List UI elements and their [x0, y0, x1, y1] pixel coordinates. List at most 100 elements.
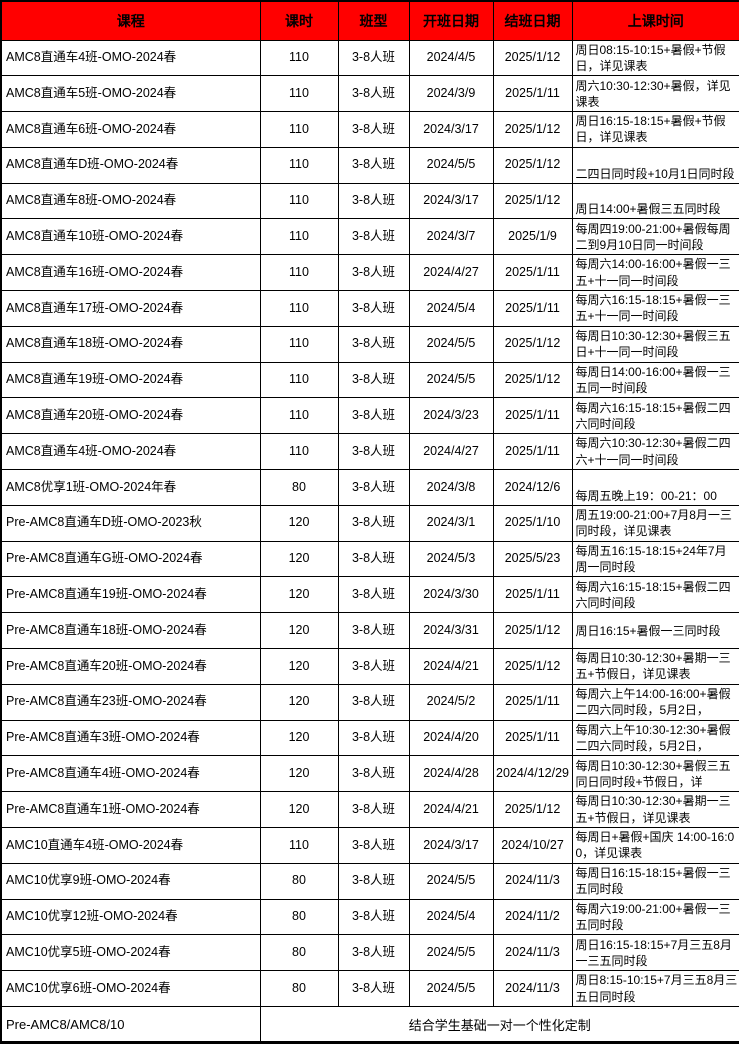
start-date-cell: 2024/4/5: [408, 39, 494, 77]
hours-cell: 120: [259, 576, 339, 614]
end-date-cell: 2024/12/6: [492, 469, 573, 506]
schedule-cell: 每周日+暑假+国庆 14:00-16:00，详见课表: [571, 827, 739, 864]
schedule-cell: 周五19:00-21:00+7月8月一三同时段，详见课表: [571, 504, 739, 542]
course-cell: AMC8直通车5班-OMO-2024春: [0, 75, 261, 113]
hours-cell: 110: [259, 182, 339, 220]
hours-cell: 110: [259, 325, 339, 363]
start-date-cell: 2024/5/5: [408, 325, 494, 363]
footer-note: 结合学生基础一对一个性化定制: [259, 1006, 739, 1044]
course-cell: Pre-AMC8直通车3班-OMO-2024春: [0, 719, 261, 757]
schedule-cell: 每周四19:00-21:00+暑假每周二到9月10日同一时间段: [571, 218, 739, 256]
end-date-cell: 2025/1/10: [492, 504, 573, 542]
end-date-cell: 2025/1/11: [492, 433, 573, 471]
start-date-cell: 2024/5/5: [408, 146, 494, 184]
course-cell: Pre-AMC8直通车23班-OMO-2024春: [0, 683, 261, 721]
end-date-cell: 2025/1/9: [492, 218, 573, 256]
table-row: Pre-AMC8直通车4班-OMO-2024春 120 3-8人班 2024/4/28…: [0, 755, 739, 793]
end-date-cell: 2025/1/11: [492, 75, 573, 113]
table-row: AMC8直通车17班-OMO-2024春 110 3-8人班 2024/5/4 2025…: [0, 290, 739, 327]
class-type-cell: 3-8人班: [337, 290, 410, 327]
start-date-cell: 2024/3/31: [408, 612, 494, 650]
hours-cell: 120: [259, 612, 339, 650]
start-date-cell: 2024/5/5: [408, 970, 494, 1008]
start-date-cell: 2024/4/27: [408, 254, 494, 292]
class-type-cell: 3-8人班: [337, 218, 410, 256]
table-row: AMC10直通车4班-OMO-2024春 110 3-8人班 2024/3/17 202…: [0, 827, 739, 864]
end-date-cell: 2024/11/3: [492, 970, 573, 1008]
start-date-cell: 2024/4/20: [408, 719, 494, 757]
class-type-cell: 3-8人班: [337, 683, 410, 721]
table-row: AMC8直通车19班-OMO-2024春 110 3-8人班 2024/5/5 2025…: [0, 361, 739, 399]
schedule-cell: 周日16:15-18:15+7月三五8月一三五同时段: [571, 934, 739, 972]
schedule-cell: 周日16:15+暑假一三同时段: [571, 612, 739, 650]
schedule-cell: 周六10:30-12:30+暑假，详见课表: [571, 75, 739, 113]
course-cell: AMC10优享6班-OMO-2024春: [0, 970, 261, 1008]
table-row: AMC8优享1班-OMO-2024年春 80 3-8人班 2024/3/8 2024/1…: [0, 469, 739, 506]
start-date-cell: 2024/4/27: [408, 433, 494, 471]
hours-cell: 110: [259, 361, 339, 399]
class-type-cell: 3-8人班: [337, 934, 410, 972]
end-date-cell: 2024/11/3: [492, 934, 573, 972]
footer-row: Pre-AMC8/AMC8/10 结合学生基础一对一个性化定制: [0, 1006, 739, 1044]
course-cell: Pre-AMC8直通车20班-OMO-2024春: [0, 648, 261, 685]
course-cell: AMC8直通车17班-OMO-2024春: [0, 290, 261, 327]
class-type-cell: 3-8人班: [337, 719, 410, 757]
hours-cell: 80: [259, 862, 339, 900]
schedule-cell: 每周日10:30-12:30+暑假三五同日同时段+节假日，详: [571, 755, 739, 793]
table-row: Pre-AMC8直通车3班-OMO-2024春 120 3-8人班 2024/4/20…: [0, 719, 739, 757]
course-cell: AMC8直通车18班-OMO-2024春: [0, 325, 261, 363]
header-row: 课程 课时 班型 开班日期 结班日期 上课时间: [0, 0, 739, 41]
course-cell: AMC8直通车6班-OMO-2024春: [0, 111, 261, 148]
hours-cell: 110: [259, 254, 339, 292]
class-type-cell: 3-8人班: [337, 862, 410, 900]
end-date-cell: 2024/4/12/29: [492, 755, 573, 793]
table-row: Pre-AMC8直通车19班-OMO-2024春 120 3-8人班 2024/3/3…: [0, 576, 739, 614]
table-row: Pre-AMC8直通车G班-OMO-2024春 120 3-8人班 2024/5/3 2…: [0, 540, 739, 578]
course-cell: AMC8直通车10班-OMO-2024春: [0, 218, 261, 256]
schedule-cell: 每周五晚上19：00-21：00: [571, 469, 739, 506]
hours-cell: 120: [259, 648, 339, 685]
schedule-cell: 每周五16:15-18:15+24年7月周一同时段: [571, 540, 739, 578]
end-date-cell: 2025/1/11: [492, 397, 573, 435]
table-row: AMC8直通车6班-OMO-2024春 110 3-8人班 2024/3/17 2025…: [0, 111, 739, 148]
end-date-cell: 2025/1/12: [492, 111, 573, 148]
hours-cell: 110: [259, 433, 339, 471]
class-type-cell: 3-8人班: [337, 111, 410, 148]
table-row: Pre-AMC8直通车D班-OMO-2023秋 120 3-8人班 2024/3/1 2…: [0, 504, 739, 542]
table-row: AMC8直通车5班-OMO-2024春 110 3-8人班 2024/3/9 2025/…: [0, 75, 739, 113]
class-type-cell: 3-8人班: [337, 970, 410, 1008]
course-cell: AMC10优享9班-OMO-2024春: [0, 862, 261, 900]
class-type-cell: 3-8人班: [337, 791, 410, 829]
class-type-cell: 3-8人班: [337, 576, 410, 614]
schedule-cell: 每周六10:30-12:30+暑假二四六+十一同一时间段: [571, 433, 739, 471]
end-date-cell: 2025/1/11: [492, 254, 573, 292]
hours-cell: 80: [259, 898, 339, 936]
class-type-cell: 3-8人班: [337, 504, 410, 542]
class-type-cell: 3-8人班: [337, 146, 410, 184]
course-cell: Pre-AMC8直通车4班-OMO-2024春: [0, 755, 261, 793]
course-cell: AMC8直通车20班-OMO-2024春: [0, 397, 261, 435]
column-header-schedule: 上课时间: [571, 0, 739, 41]
course-cell: Pre-AMC8直通车D班-OMO-2023秋: [0, 504, 261, 542]
class-type-cell: 3-8人班: [337, 827, 410, 864]
class-type-cell: 3-8人班: [337, 325, 410, 363]
table-row: AMC8直通车10班-OMO-2024春 110 3-8人班 2024/3/7 2025…: [0, 218, 739, 256]
schedule-cell: 每周六16:15-18:15+暑假二四六同时间段: [571, 397, 739, 435]
table-row: AMC8直通车20班-OMO-2024春 110 3-8人班 2024/3/23 202…: [0, 397, 739, 435]
class-type-cell: 3-8人班: [337, 361, 410, 399]
start-date-cell: 2024/3/9: [408, 75, 494, 113]
hours-cell: 80: [259, 934, 339, 972]
start-date-cell: 2024/4/21: [408, 648, 494, 685]
table-row: Pre-AMC8直通车20班-OMO-2024春 120 3-8人班 2024/4/2…: [0, 648, 739, 685]
hours-cell: 120: [259, 755, 339, 793]
course-cell: AMC8直通车19班-OMO-2024春: [0, 361, 261, 399]
end-date-cell: 2024/11/2: [492, 898, 573, 936]
schedule-cell: 每周六16:15-18:15+暑假一三五+十一同一时间段: [571, 290, 739, 327]
table-header: 课程 课时 班型 开班日期 结班日期 上课时间: [0, 0, 739, 41]
schedule-cell: 二四日同时段+10月1日同时段: [571, 146, 739, 184]
end-date-cell: 2025/1/12: [492, 182, 573, 220]
course-cell: AMC8直通车D班-OMO-2024春: [0, 146, 261, 184]
schedule-cell: 周日8:15-10:15+7月三五8月三五日同时段: [571, 970, 739, 1008]
end-date-cell: 2024/10/27: [492, 827, 573, 864]
schedule-cell: 周日14:00+暑假三五同时段: [571, 182, 739, 220]
